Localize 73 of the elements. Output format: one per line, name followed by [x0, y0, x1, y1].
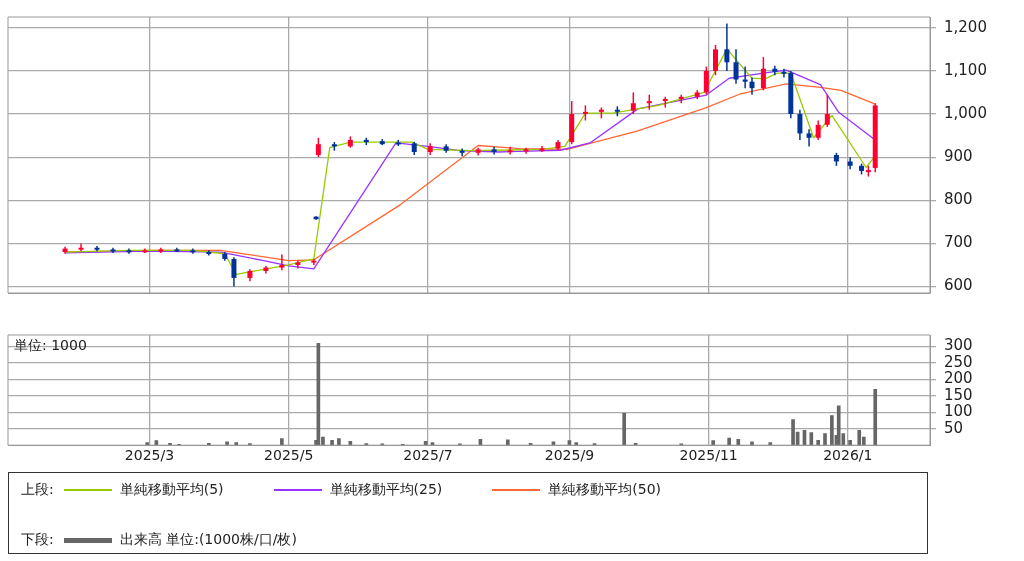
bar [848, 439, 852, 446]
y-tick-label: 700 [944, 233, 973, 252]
bar [622, 412, 627, 446]
candlestick [507, 146, 513, 156]
annotation: 単位: 1000 [14, 336, 87, 353]
candlestick [703, 65, 709, 96]
candlestick [733, 48, 739, 85]
y-tick-label: 50 [944, 418, 964, 437]
legend-title: 下段: [21, 531, 54, 549]
candlestick [742, 65, 748, 89]
y-tick-label: 900 [944, 147, 973, 166]
candlestick [678, 93, 684, 104]
bar [816, 439, 820, 446]
x-tick-label: 2025/5 [264, 447, 314, 464]
bar [337, 438, 341, 446]
y-tick-label: 250 [944, 352, 973, 371]
candlestick [724, 22, 730, 72]
bar [809, 432, 814, 446]
y-tick-label: 800 [944, 190, 973, 209]
bar [768, 442, 773, 446]
bar [736, 438, 741, 446]
legend-title: 上段: [21, 481, 54, 499]
legend-label: 単純移動平均(50) [548, 481, 662, 499]
bar [711, 440, 716, 446]
bar [857, 430, 862, 446]
legend-label: 単純移動平均(5) [119, 481, 224, 499]
legend-label: 出来高 単位:(1000株/口/枚) [119, 531, 297, 549]
bar [207, 442, 211, 446]
candlestick [781, 68, 787, 79]
candlestick [78, 242, 84, 252]
bar [574, 442, 579, 446]
bar [280, 438, 284, 446]
candlestick [749, 76, 755, 96]
legend-label: 単純移動平均(25) [329, 481, 443, 499]
candlestick [824, 93, 830, 128]
candlestick [279, 253, 285, 271]
x-tick-label: 2025/11 [679, 447, 738, 464]
candlestick [231, 256, 237, 288]
bar [830, 415, 834, 446]
bar [348, 440, 353, 446]
y-tick-label: 100 [944, 402, 973, 421]
bar [225, 441, 229, 446]
y-tick-label: 150 [944, 385, 973, 404]
bar [234, 442, 239, 446]
bar [873, 388, 878, 446]
candlestick [806, 128, 812, 148]
x-tick-label: 2025/9 [544, 447, 595, 464]
y-tick-label: 600 [944, 276, 973, 295]
candlestick [815, 119, 821, 141]
candlestick [712, 44, 718, 76]
bar [168, 442, 172, 446]
bar [750, 441, 754, 446]
bar [145, 442, 150, 446]
bar [836, 405, 841, 446]
x-tick-label: 2025/7 [403, 447, 453, 464]
x-tick-label: 2025/3 [124, 447, 175, 464]
bar [791, 419, 795, 446]
y-tick-label: 1,200 [944, 17, 987, 36]
bar [248, 443, 252, 446]
y-tick-label: 1,000 [944, 103, 987, 122]
y-tick-label: 200 [944, 369, 973, 388]
candlestick [797, 108, 803, 141]
y-tick-label: 1,100 [944, 60, 987, 79]
bar [364, 443, 369, 446]
y-tick-label: 300 [944, 336, 973, 355]
bar [330, 439, 334, 446]
candlestick [760, 56, 766, 92]
x-tick-label: 2026/1 [823, 447, 873, 464]
bar [727, 437, 731, 446]
bar [505, 439, 510, 446]
candlestick [315, 137, 321, 158]
candlestick [630, 91, 636, 115]
bar [823, 433, 827, 446]
